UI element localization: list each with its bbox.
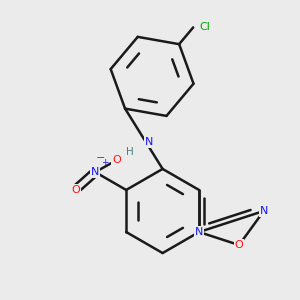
- Text: N: N: [91, 167, 99, 177]
- Text: N: N: [145, 137, 153, 147]
- Text: N: N: [195, 227, 203, 237]
- Text: Cl: Cl: [200, 22, 210, 32]
- Text: +: +: [101, 158, 108, 167]
- Text: O: O: [235, 240, 243, 250]
- Text: O: O: [112, 155, 121, 165]
- Text: N: N: [260, 206, 268, 216]
- Text: H: H: [126, 147, 134, 157]
- Text: O: O: [71, 185, 80, 195]
- Text: −: −: [96, 153, 105, 163]
